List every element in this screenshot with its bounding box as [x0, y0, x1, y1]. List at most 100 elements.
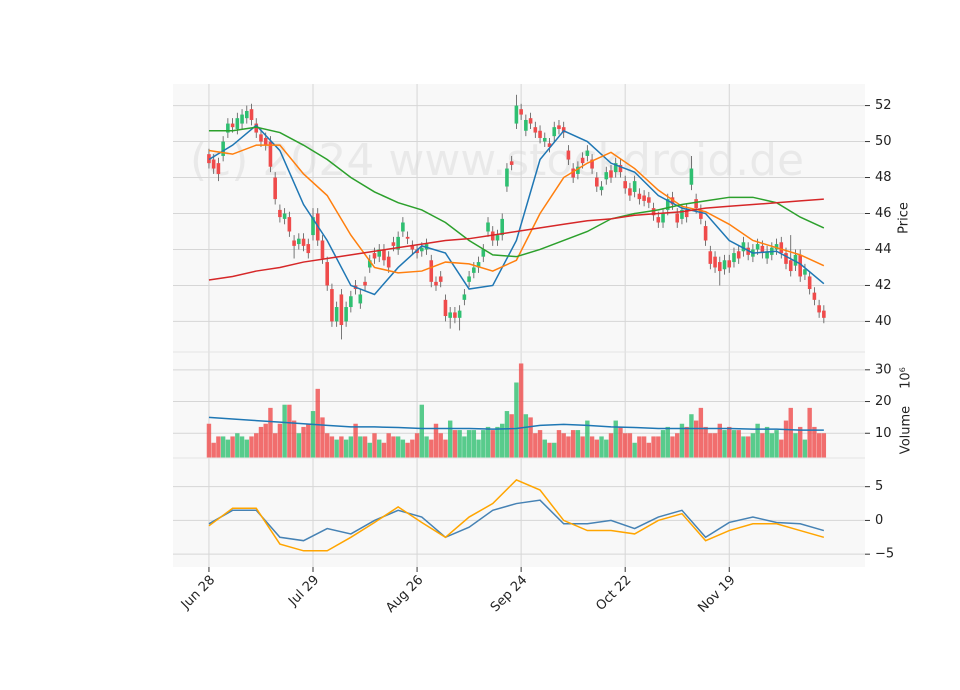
candle-body: [509, 161, 514, 165]
volume-bar: [320, 417, 325, 458]
candle-body: [803, 269, 807, 275]
volume-bar: [793, 433, 798, 458]
volume-bar: [613, 420, 618, 458]
volume-bar: [594, 439, 600, 458]
volume-bar: [670, 436, 675, 458]
candle-body: [736, 251, 741, 259]
candle-body: [467, 276, 471, 282]
y-tick-label: 50: [875, 134, 892, 149]
volume-bar: [575, 430, 581, 458]
volume-bar: [637, 436, 642, 458]
volume-bar: [268, 407, 273, 458]
candle-body: [334, 307, 339, 322]
volume-bar: [391, 436, 396, 458]
volume-bar: [755, 423, 760, 458]
y-tick-label: 5: [875, 479, 883, 494]
candle-body: [235, 118, 240, 129]
volume-bar: [812, 426, 817, 458]
volume-bar: [500, 423, 505, 458]
y-tick-label: 0: [875, 513, 883, 528]
volume-bar: [443, 439, 448, 458]
candle-body: [675, 213, 680, 223]
candle-body: [382, 249, 386, 261]
y-tick-label: 40: [875, 314, 892, 329]
candle-body: [287, 217, 292, 232]
volume-bar: [447, 420, 453, 458]
volume-bar: [622, 433, 628, 458]
candle-body: [637, 193, 642, 200]
volume-bar: [745, 436, 751, 458]
candle-body: [273, 177, 277, 200]
volume-bar: [533, 433, 538, 458]
candle-body: [699, 209, 703, 219]
volume-bar: [570, 430, 576, 458]
candle-body: [514, 105, 519, 124]
watermark: (c) 2024 www.stockdroid.de: [190, 135, 804, 186]
candle-body: [519, 109, 523, 115]
candle-body: [476, 262, 481, 268]
volume-bar: [556, 430, 562, 458]
volume-bar: [206, 423, 212, 458]
volume-bar: [509, 414, 514, 458]
volume-bar: [462, 436, 467, 458]
y-tick-label: 10: [875, 426, 892, 441]
candle-body: [226, 123, 230, 133]
volume-bar: [272, 433, 278, 458]
volume-bar: [457, 430, 462, 458]
candle-body: [221, 141, 225, 156]
volume-bar: [675, 433, 680, 458]
candle-body: [216, 163, 221, 174]
volume-bar: [660, 430, 666, 458]
candle-body: [377, 249, 382, 257]
candle-body: [434, 281, 438, 286]
candle-body: [717, 262, 722, 272]
y-tick-label: 30: [875, 362, 892, 377]
candle-body: [419, 247, 424, 252]
x-tick-label: Oct 22: [593, 573, 634, 614]
volume-bar: [679, 423, 685, 458]
candle-body: [490, 231, 495, 241]
candle-body: [632, 181, 637, 192]
volume-bar: [476, 439, 481, 458]
volume-bar: [788, 407, 793, 458]
candle-body: [656, 217, 661, 223]
volume-bar: [395, 436, 401, 458]
volume-bar: [722, 430, 727, 458]
volume-bar: [542, 439, 547, 458]
candle-body: [481, 249, 486, 257]
volume-bar: [414, 433, 420, 458]
candle-body: [533, 127, 538, 133]
candle-body: [604, 172, 609, 180]
candle-body: [817, 305, 821, 313]
candle-body: [732, 253, 736, 263]
candle-body: [651, 208, 656, 216]
x-tick-label: Sep 24: [488, 573, 531, 616]
volume-bar: [731, 430, 737, 458]
volume-bar: [537, 430, 543, 458]
candle-body: [713, 256, 717, 268]
volume-bar: [764, 426, 770, 458]
candle-body: [755, 244, 760, 250]
volume-bar: [235, 433, 240, 458]
volume-bar: [783, 420, 789, 458]
volume-bar: [353, 423, 358, 458]
candle-body: [765, 251, 769, 259]
volume-bar: [424, 436, 429, 458]
volume-bar: [263, 423, 268, 458]
candle-body: [344, 307, 348, 322]
candle-body: [694, 199, 698, 209]
volume-bar: [433, 423, 439, 458]
volume-bar: [618, 426, 623, 458]
candle-body: [788, 260, 793, 272]
y-tick-label: 46: [875, 206, 892, 221]
volume-bar: [589, 436, 595, 458]
candle-body: [301, 238, 306, 246]
volume-bar: [608, 433, 614, 458]
y-tick-label: 52: [875, 98, 892, 113]
volume-bar: [760, 433, 765, 458]
volume-bar: [254, 433, 259, 458]
candle-body: [429, 260, 434, 282]
volume-bar: [518, 363, 524, 458]
candle-body: [680, 209, 684, 219]
volume-bar: [481, 430, 486, 458]
